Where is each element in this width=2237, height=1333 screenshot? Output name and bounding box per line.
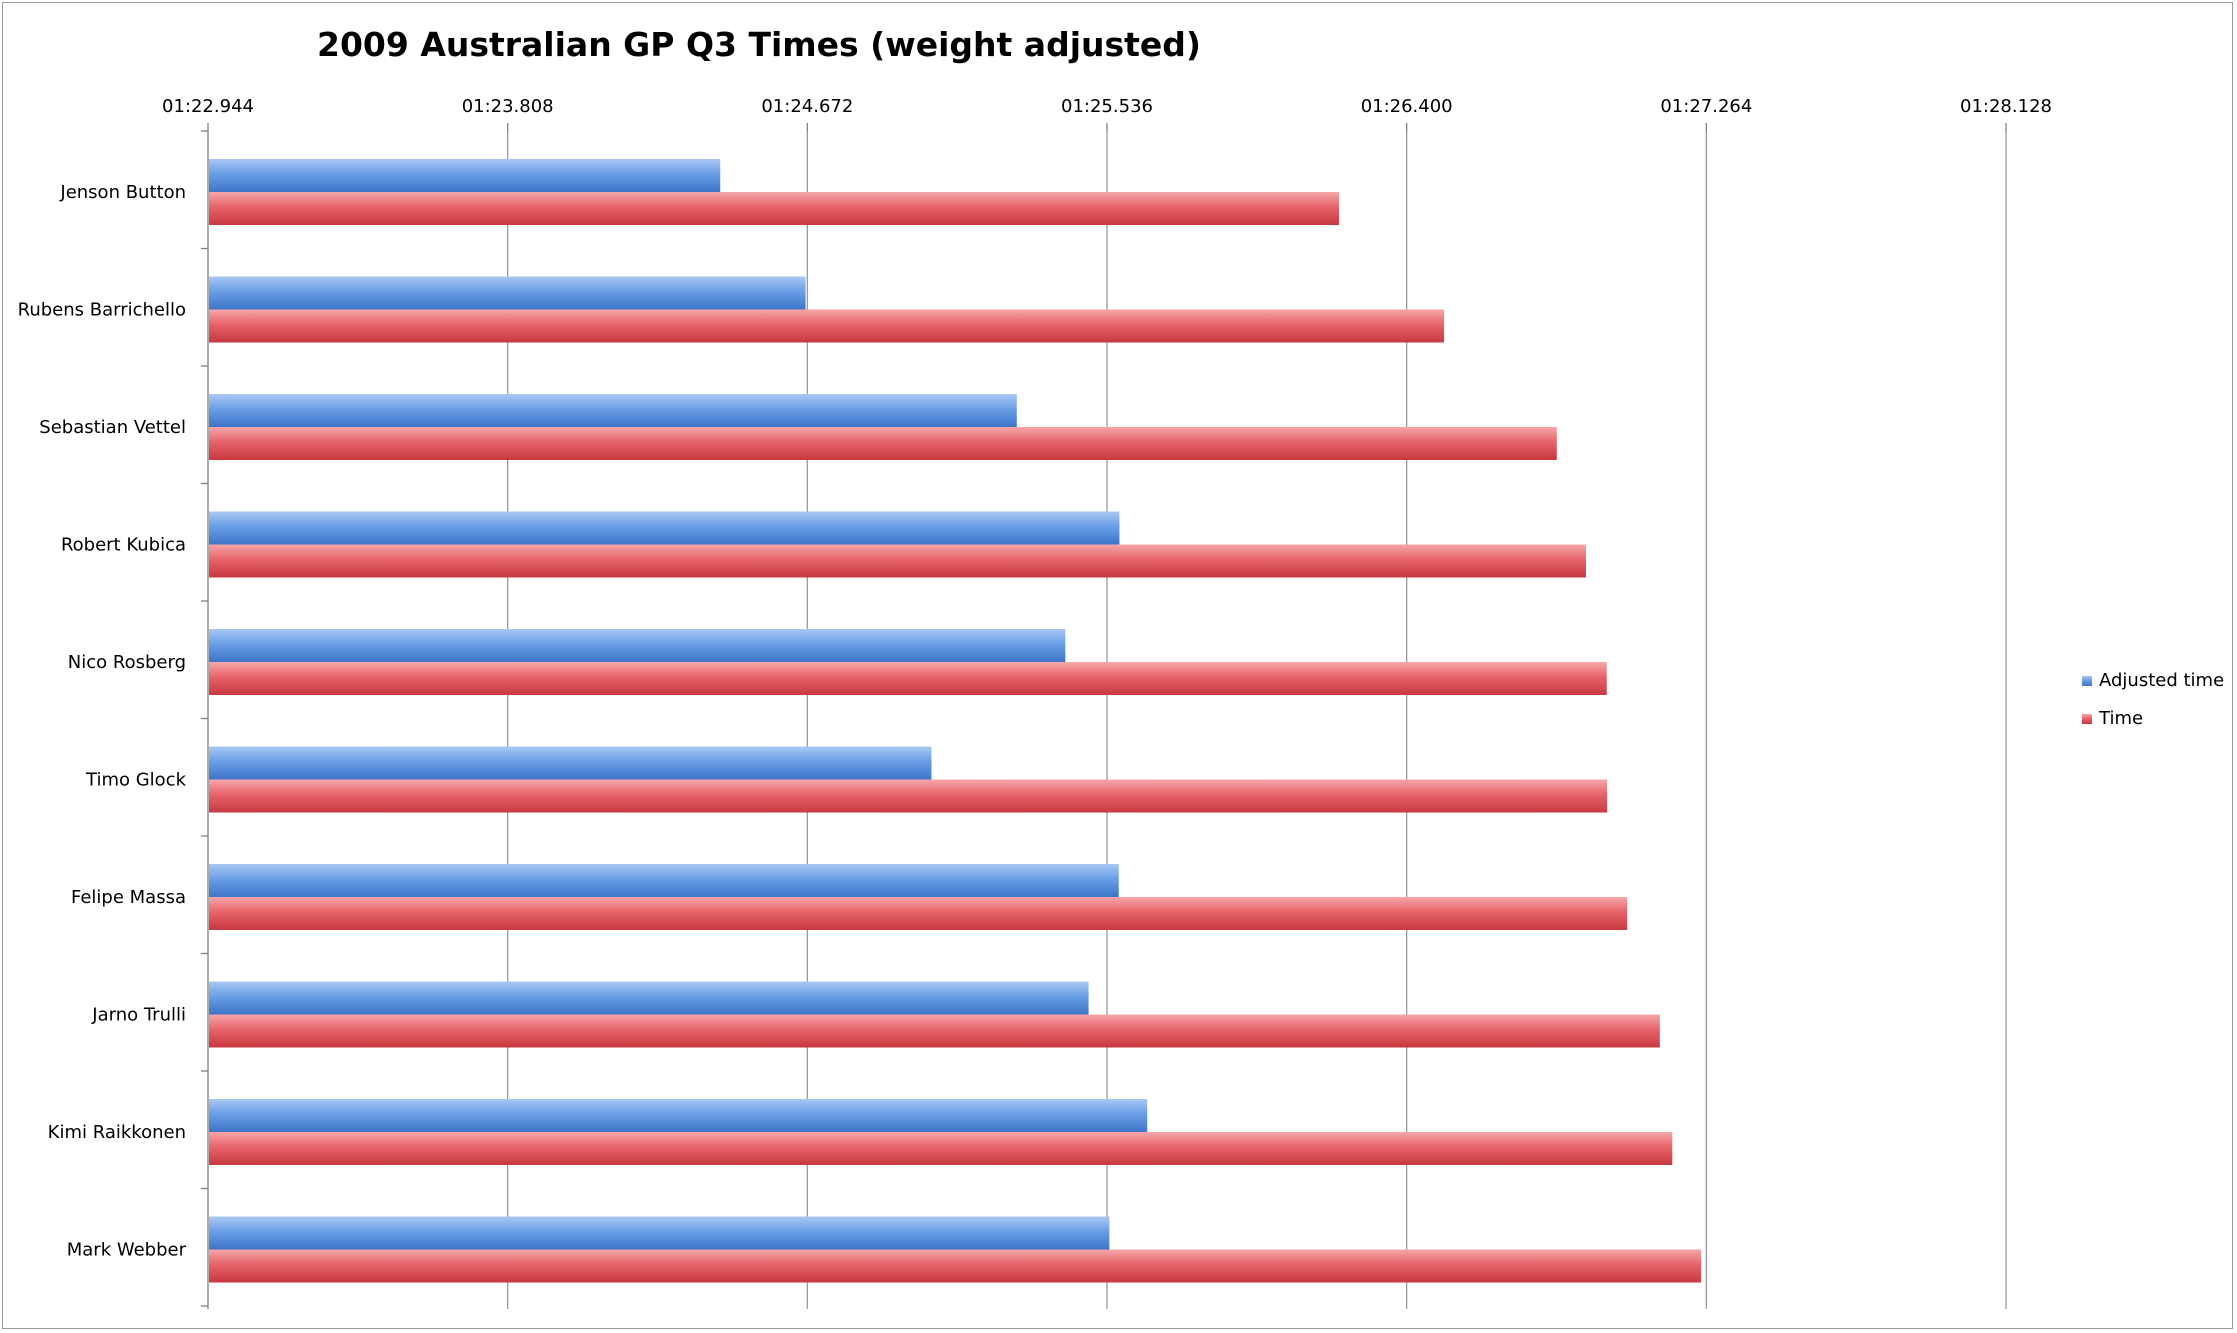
bar-time-robert-kubica (209, 544, 1586, 578)
legend-label-time: Time (2098, 708, 2143, 729)
bars (209, 159, 1702, 1283)
x-tick-label: 01:28.128 (1960, 96, 2052, 117)
category-label: Timo Glock (85, 770, 187, 791)
bar-time-kimi-raikkonen (209, 1132, 1673, 1165)
legend-swatch-adjusted-time (2082, 676, 2092, 686)
bar-adjusted-time-kimi-raikkonen (209, 1099, 1148, 1132)
x-tick-label: 01:23.808 (462, 96, 554, 117)
category-label: Jarno Trulli (91, 1005, 186, 1026)
category-label: Kimi Raikkonen (48, 1122, 186, 1143)
x-tick-label: 01:25.536 (1061, 96, 1153, 117)
x-axis-tick-labels: 01:22.944 01:23.808 01:24.672 01:25.536 01:2… (162, 96, 2052, 117)
y-axis-category-labels: Jenson Button Rubens Barrichello Sebastian… (18, 182, 187, 1261)
bar-time-sebastian-vettel (209, 427, 1557, 460)
bar-time-felipe-massa (209, 897, 1628, 930)
legend: Adjusted time Time (2082, 670, 2224, 729)
category-label: Nico Rosberg (68, 652, 186, 673)
category-label: Sebastian Vettel (39, 417, 186, 438)
bar-adjusted-time-sebastian-vettel (209, 394, 1017, 427)
legend-swatch-time (2082, 714, 2092, 724)
bar-time-mark-webber (209, 1249, 1702, 1283)
bar-adjusted-time-jenson-button (209, 159, 721, 192)
bar-adjusted-time-robert-kubica (209, 511, 1120, 545)
x-tick-label: 01:26.400 (1361, 96, 1453, 117)
x-tick-label: 01:22.944 (162, 96, 254, 117)
bar-adjusted-time-jarno-trulli (209, 981, 1089, 1015)
bar-time-jenson-button (209, 192, 1339, 225)
bar-adjusted-time-timo-glock (209, 746, 932, 780)
category-label: Jenson Button (59, 182, 186, 203)
bar-time-nico-rosberg (209, 662, 1607, 695)
x-tick-label: 01:27.264 (1660, 96, 1752, 117)
category-label: Mark Webber (67, 1240, 187, 1261)
bar-chart: 2009 Australian GP Q3 Times (weight adju… (18, 25, 2224, 1309)
legend-label-adjusted-time: Adjusted time (2099, 670, 2224, 691)
bar-adjusted-time-rubens-barrichello (209, 276, 806, 310)
bar-time-rubens-barrichello (209, 309, 1445, 343)
bar-adjusted-time-nico-rosberg (209, 629, 1066, 662)
bar-adjusted-time-felipe-massa (209, 864, 1119, 897)
bar-time-jarno-trulli (209, 1014, 1660, 1048)
x-tick-label: 01:24.672 (761, 96, 853, 117)
bar-time-timo-glock (209, 779, 1608, 813)
bar-adjusted-time-mark-webber (209, 1216, 1110, 1250)
category-label: Felipe Massa (71, 887, 186, 908)
chart-title: 2009 Australian GP Q3 Times (weight adju… (317, 25, 1201, 64)
category-label: Rubens Barrichello (18, 300, 186, 321)
category-label: Robert Kubica (61, 535, 186, 556)
